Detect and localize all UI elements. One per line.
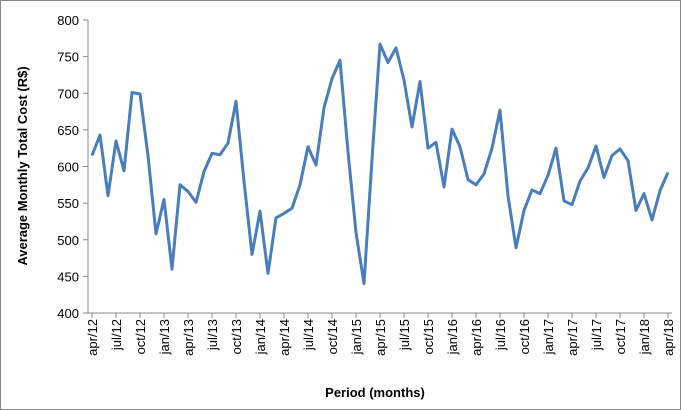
y-tick-label: 700 [57, 86, 79, 101]
x-tick-label: jul/17 [589, 319, 604, 351]
x-tick-label: jul/14 [301, 319, 316, 351]
x-tick-label: apr/15 [373, 319, 388, 356]
x-tick-label: jan/14 [253, 319, 268, 355]
x-tick-label: jul/15 [397, 319, 412, 351]
x-axis-title: Period (months) [325, 385, 425, 400]
y-tick-label: 750 [57, 50, 79, 65]
y-tick-label: 400 [57, 306, 79, 321]
x-tick-label: jan/16 [445, 319, 460, 355]
x-tick-label: oct/17 [613, 319, 628, 354]
x-tick-label: jan/13 [157, 319, 172, 355]
x-tick-label: jan/15 [349, 319, 364, 355]
y-tick-label: 500 [57, 233, 79, 248]
x-tick-label: oct/14 [325, 319, 340, 354]
x-tick-label: apr/13 [181, 319, 196, 356]
x-tick-label: oct/12 [133, 319, 148, 354]
y-tick-label: 450 [57, 269, 79, 284]
x-tick-label: apr/16 [469, 319, 484, 356]
x-tick-label: jul/12 [109, 319, 124, 351]
x-tick-label: apr/17 [565, 319, 580, 356]
x-tick-label: apr/14 [277, 319, 292, 356]
data-line [90, 42, 670, 286]
y-tick-label: 800 [57, 13, 79, 28]
x-tick-label: apr/12 [85, 319, 100, 356]
x-tick-label: apr/18 [661, 319, 676, 356]
y-tick-label: 600 [57, 160, 79, 175]
x-tick-label: jan/18 [637, 319, 652, 355]
x-tick-label: jul/13 [205, 319, 220, 351]
x-tick-label: oct/16 [517, 319, 532, 354]
y-tick-label: 650 [57, 123, 79, 138]
x-tick-label: jul/16 [493, 319, 508, 351]
y-tick-label: 550 [57, 196, 79, 211]
x-tick-label: oct/13 [229, 319, 244, 354]
y-axis-title: Average Monthly Total Cost (R$) [15, 66, 30, 265]
x-tick-label: oct/15 [421, 319, 436, 354]
x-tick-label: jan/17 [541, 319, 556, 355]
